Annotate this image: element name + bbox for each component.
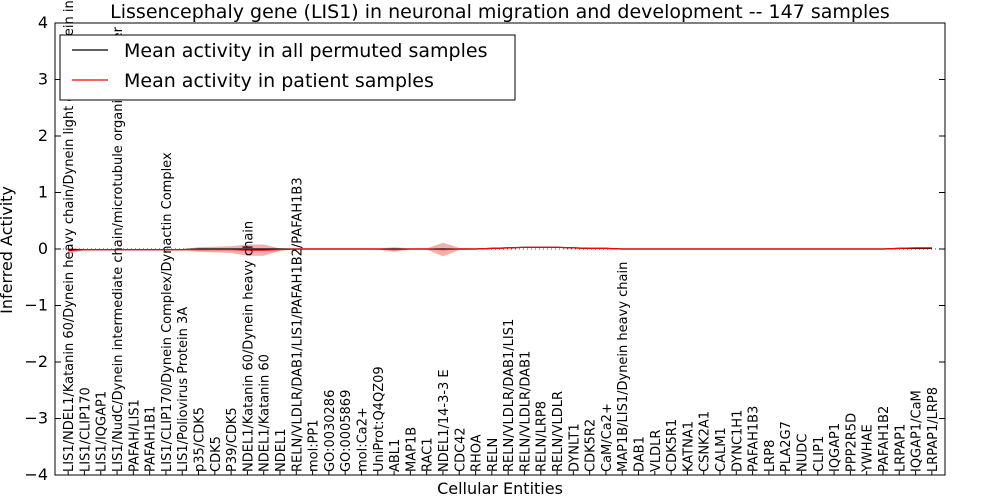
x-tick-label: mol:PP1	[307, 419, 322, 472]
x-tick-label: RHOA	[470, 434, 485, 472]
x-tick-label: LRPAP1/LRP8	[926, 387, 941, 472]
x-tick-label: CDK5	[209, 436, 224, 472]
x-tick-label: IQGAP1	[828, 423, 843, 472]
x-axis-label: Cellular Entities	[437, 479, 563, 498]
x-tick-label: LRPAP1	[893, 424, 908, 472]
x-tick-label: PAFAH1B1	[144, 406, 159, 472]
patient-mean-line	[68, 246, 932, 252]
legend-box	[59, 34, 516, 101]
x-tick-label: CDK5R1	[665, 419, 680, 472]
legend-label: Mean activity in all permuted samples	[124, 40, 487, 62]
x-tick-label: PAFAH1B2	[877, 406, 892, 472]
x-tick-label: GO:0005869	[339, 390, 354, 472]
legend: Mean activity in all permuted samples Mea…	[59, 34, 516, 101]
x-tick-label: RELN/VLDLR	[551, 391, 566, 472]
y-axis: −4 −3 −2 −1 0 1 2 3 4	[24, 13, 945, 484]
x-tick-label: RELN/VLDLR/DAB1/LIS1	[502, 319, 517, 472]
y-tick-label: 3	[38, 70, 48, 89]
x-tick-label: PLA2G7	[779, 421, 794, 472]
x-tick-label: LIS1/IQGAP1	[95, 391, 110, 472]
legend-label: Mean activity in patient samples	[124, 70, 434, 92]
x-tick-label: NDEL1/Katanin 60	[258, 354, 273, 472]
x-tick-label: NDEL1/14-3-3 E	[437, 369, 452, 472]
x-tick-label: P39/CDK5	[225, 407, 240, 472]
x-tick-label: DYNLT1	[567, 423, 582, 472]
y-tick-label: −3	[24, 409, 48, 428]
y-tick-label: 4	[38, 13, 48, 32]
x-tick-label: LIS1/Poliovirus Protein 3A	[176, 307, 191, 472]
x-tick-label: PAFAH/LIS1	[127, 399, 142, 472]
y-tick-label: −4	[24, 465, 48, 484]
x-tick-label: RELN/VLDLR/DAB1/LIS1/PAFAH1B2/PAFAH1B3	[290, 177, 305, 472]
chart-title: Lissencephaly gene (LIS1) in neuronal mi…	[110, 1, 890, 23]
x-tick-label: UniProt:Q4QZ09	[372, 366, 387, 472]
x-tick-label: CDC42	[453, 427, 468, 472]
x-tick-label: LRP8	[763, 440, 778, 472]
x-tick-label: DYNC1H1	[730, 410, 745, 472]
x-tick-label: RAC1	[421, 437, 436, 472]
x-tick-label: MAP1B	[404, 427, 419, 472]
x-tick-label: LIS1/CLIP170	[78, 387, 93, 472]
x-tick-label: CSNK2A1	[698, 411, 713, 472]
x-tick-label: NDEL1	[274, 429, 289, 472]
x-tick-label: CaM/Ca2+	[600, 403, 615, 472]
x-tick-label: LIS1/NudC/Dynein intermediate chain/micr…	[111, 26, 126, 472]
x-tick-label: p35/CDK5	[193, 407, 208, 472]
y-tick-label: 1	[38, 183, 48, 202]
x-tick-label: YWHAE	[861, 424, 876, 473]
y-tick-label: −1	[24, 296, 48, 315]
x-tick-label: LIS1/NDEL1/Katanin 60/Dynein heavy chain…	[62, 0, 77, 472]
x-axis-tick-labels: LIS1/NDEL1/Katanin 60/Dynein heavy chain…	[62, 0, 941, 475]
x-tick-label: RELN/LRP8	[535, 401, 550, 472]
x-tick-label: PAFAH1B3	[747, 406, 762, 472]
x-tick-label: CDK5R2	[584, 419, 599, 472]
x-tick-label: CLIP1	[812, 436, 827, 472]
x-tick-label: RELN	[486, 438, 501, 472]
y-axis-label: Inferred Activity	[0, 186, 16, 314]
y-tick-label: 0	[38, 239, 48, 258]
y-tick-label: 2	[38, 126, 48, 145]
x-tick-label: NUDC	[795, 434, 810, 472]
x-tick-label: PPP2R5D	[844, 413, 859, 472]
x-tick-label: NDEL1/Katanin 60/Dynein heavy chain	[241, 221, 256, 472]
x-tick-label: KATNA1	[681, 421, 696, 472]
x-tick-label: LIS1/CLIP170/Dynein Complex/Dynactin Com…	[160, 152, 175, 472]
y-tick-label: −2	[24, 352, 48, 371]
x-tick-label: VLDLR	[649, 430, 664, 472]
x-tick-label: DAB1	[633, 436, 648, 472]
x-tick-label: ABL1	[388, 439, 403, 472]
x-tick-label: IQGAP1/CaM	[910, 390, 925, 472]
x-tick-label: mol:Ca2+	[355, 407, 370, 472]
x-tick-label: MAP1B/LIS1/Dynein heavy chain	[616, 262, 631, 472]
x-tick-label: GO:0030286	[323, 390, 338, 472]
x-tick-label: RELN/VLDLR/DAB1	[518, 351, 533, 472]
x-tick-label: CALM1	[714, 427, 729, 472]
